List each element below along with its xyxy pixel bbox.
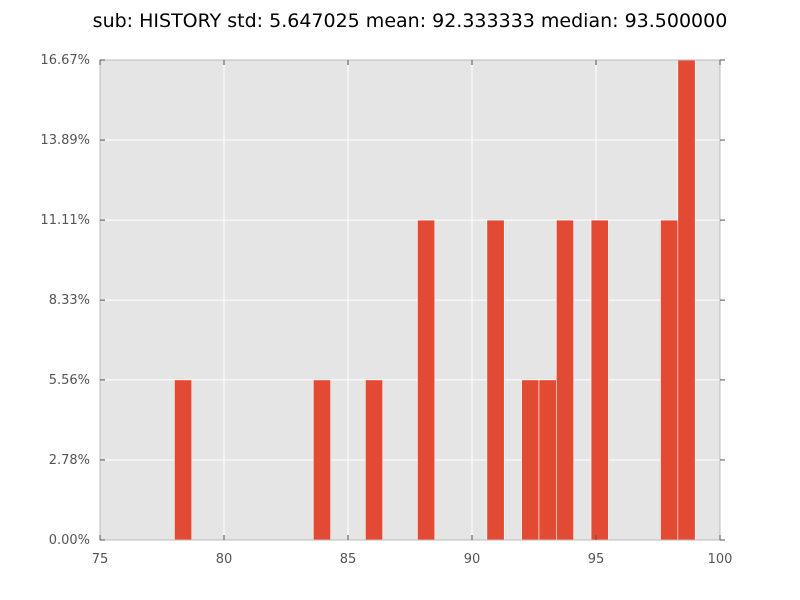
histogram-bar — [590, 219, 609, 541]
bars — [174, 59, 696, 541]
y-tick-label: 5.56% — [49, 373, 90, 388]
histogram-bar — [660, 219, 679, 541]
x-tick-label: 85 — [340, 552, 357, 567]
x-tick-label: 80 — [216, 552, 233, 567]
y-tick-label: 8.33% — [49, 293, 90, 308]
x-tick-label: 100 — [708, 552, 733, 567]
histogram-bar — [677, 59, 696, 541]
histogram-bar — [365, 379, 384, 541]
histogram-bar — [556, 219, 574, 541]
axis-ticks: 75 80 85 90 95 100 0.00% 2.78% 5.56% 8.33% 11.11% 1… — [40, 53, 732, 567]
y-tick-label: 0.00% — [49, 533, 90, 548]
histogram-bar — [486, 219, 505, 541]
y-tick-label: 2.78% — [49, 453, 90, 468]
histogram-bar — [417, 219, 436, 541]
x-tick-label: 95 — [588, 552, 605, 567]
x-tick-label: 90 — [464, 552, 481, 567]
histogram-bar — [312, 379, 331, 541]
y-tick-label: 13.89% — [40, 133, 90, 148]
chart-title: sub: HISTORY std: 5.647025 mean: 92.3333… — [92, 10, 728, 32]
histogram-bar — [538, 379, 557, 541]
y-tick-label: 16.67% — [40, 53, 90, 68]
histogram-bar — [174, 379, 193, 541]
histogram-bar — [521, 379, 540, 541]
y-tick-label: 11.11% — [40, 213, 90, 228]
x-tick-label: 75 — [92, 552, 109, 567]
